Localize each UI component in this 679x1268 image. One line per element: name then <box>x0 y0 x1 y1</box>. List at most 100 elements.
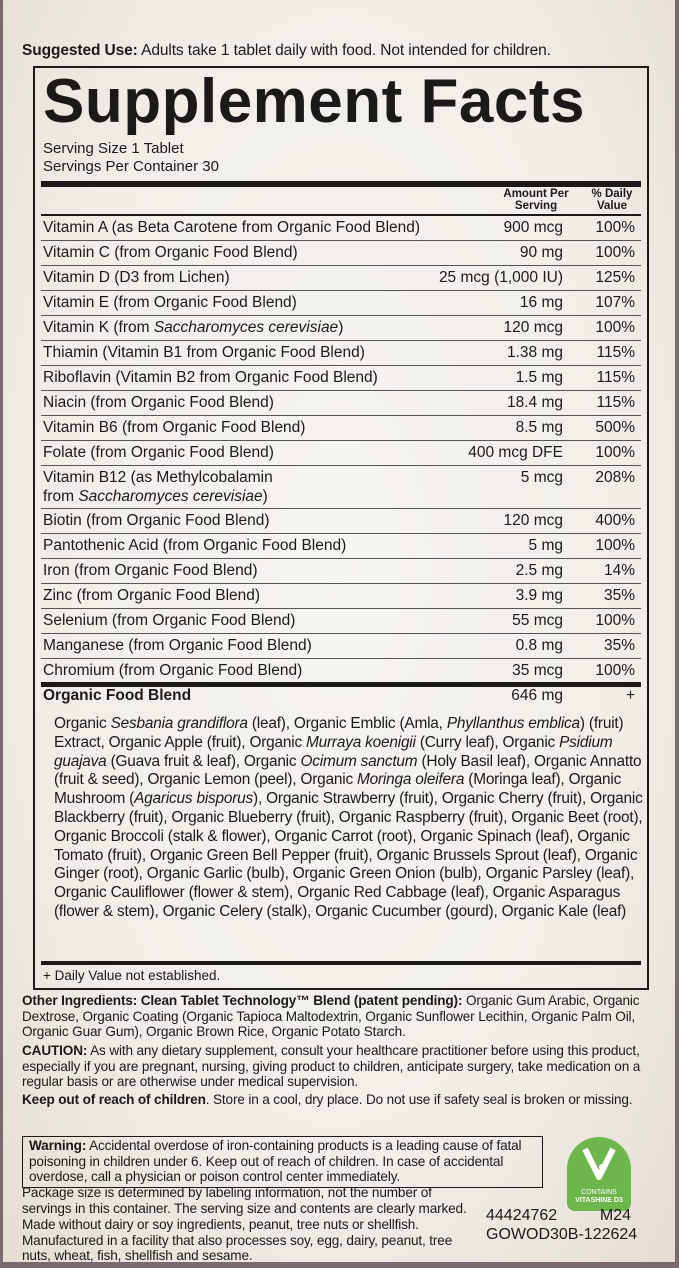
nutrient-name-part: Manganese (from Organic Food Blend) <box>43 637 312 654</box>
nutrient-name-part: Vitamin A (as Beta Carotene from Organic… <box>43 219 421 236</box>
nutrient-table: Vitamin A (as Beta Carotene from Organic… <box>41 216 641 684</box>
nutrient-name: Folate (from Organic Food Blend) <box>43 441 274 465</box>
nutrient-amount: 3.9 mg <box>515 587 563 604</box>
nutrient-name: Niacin (from Organic Food Blend) <box>43 391 274 415</box>
blend-ingredient-text: (Holy Basil leaf), Organic Annatto (frui… <box>54 752 642 789</box>
keep-out-label: Keep out of reach of children <box>22 1092 206 1107</box>
nutrient-name-part: from <box>43 488 79 505</box>
facts-title: Supplement Facts <box>43 67 585 136</box>
blend-ingredient-text: (Curry leaf), Organic <box>415 733 560 751</box>
divider-thick <box>41 682 641 687</box>
nutrient-dv: 107% <box>595 294 635 311</box>
blend-ingredient-text: Organic <box>54 715 111 732</box>
suggested-use-text: Adults take 1 tablet daily with food. No… <box>137 42 551 59</box>
warning-text: Accidental overdose of iron-containing p… <box>29 1138 522 1185</box>
allergen-note: Made without dairy or soy ingredients, p… <box>22 1217 453 1264</box>
nutrient-row: Pantothenic Acid (from Organic Food Blen… <box>41 534 641 559</box>
blend-ingredient-text: (leaf), Organic Emblic (Amla, <box>247 715 447 732</box>
suggested-use: Suggested Use: Adults take 1 tablet dail… <box>22 42 551 60</box>
nutrient-name-part: Vitamin B12 (as Methylcobalamin <box>43 469 273 486</box>
nutrient-dv: 100% <box>595 444 635 461</box>
nutrient-name: Vitamin K (from Saccharomyces cerevisiae… <box>43 316 343 340</box>
nutrient-name: Vitamin C (from Organic Food Blend) <box>43 241 298 265</box>
nutrient-row: Vitamin B12 (as Methylcobalamin from Sacc… <box>41 466 641 509</box>
suggested-use-label: Suggested Use: <box>22 42 138 59</box>
label-panel: Suggested Use: Adults take 1 tablet dail… <box>3 0 675 1264</box>
keep-out: Keep out of reach of children. Store in … <box>22 1092 664 1108</box>
nutrient-dv: 35% <box>603 587 635 604</box>
nutrient-amount: 16 mg <box>519 294 563 311</box>
blend-ingredient-text: Ocimum sanctum <box>300 752 418 770</box>
nutrient-row: Vitamin D (D3 from Lichen) 25 mcg (1,000 … <box>41 266 641 291</box>
product-codes: 44424762 M24 GOWOD30B-122624 <box>486 1206 646 1244</box>
servings-per-container: Servings Per Container 30 <box>43 158 219 175</box>
nutrient-name-part: Biotin (from Organic Food Blend) <box>43 512 270 529</box>
nutrient-amount: 2.5 mg <box>515 562 563 579</box>
lot-code: GOWOD30B-122624 <box>486 1226 638 1243</box>
nutrient-row: Niacin (from Organic Food Blend) 18.4 mg 1… <box>41 391 641 416</box>
nutrient-name: Selenium (from Organic Food Blend) <box>43 609 295 633</box>
nutrient-name-part: Selenium (from Organic Food Blend) <box>43 612 296 629</box>
nutrient-amount: 0.8 mg <box>515 637 563 654</box>
nutrient-name: Manganese (from Organic Food Blend) <box>43 634 312 658</box>
nutrient-name-part: Vitamin D (D3 from Lichen) <box>43 269 230 286</box>
nutrient-name: Thiamin (Vitamin B1 from Organic Food Bl… <box>43 341 365 365</box>
nutrient-name: Chromium (from Organic Food Blend) <box>43 659 302 683</box>
other-ingredients: Other Ingredients: Clean Tablet Technolo… <box>22 993 664 1040</box>
nutrient-row: Vitamin C (from Organic Food Blend) 90 mg… <box>41 241 641 266</box>
nutrient-name-part: ) <box>338 319 344 336</box>
nutrient-row: Riboflavin (Vitamin B2 from Organic Food… <box>41 366 641 391</box>
serving-info: Serving Size 1 Tablet Servings Per Conta… <box>43 140 219 176</box>
nutrient-dv: 14% <box>603 562 635 579</box>
blend-ingredient-text: Murraya koenigii <box>306 733 416 751</box>
package-note: Package size is determined by labeling i… <box>22 1185 467 1216</box>
nutrient-name-part: Thiamin (Vitamin B1 from Organic Food Bl… <box>43 344 365 361</box>
nutrient-name-part: Vitamin B6 (from Organic Food Blend) <box>43 419 306 436</box>
nutrient-dv: 100% <box>595 537 635 554</box>
nutrient-dv: 115% <box>596 369 636 386</box>
header-amount: Amount Per Serving <box>503 188 569 212</box>
keep-out-text: . Store in a cool, dry place. Do not use… <box>205 1092 633 1107</box>
nutrient-row: Thiamin (Vitamin B1 from Organic Food Bl… <box>41 341 641 366</box>
nutrient-name: Iron (from Organic Food Blend) <box>43 559 258 583</box>
blend-ingredient-text: Psidium guajava <box>54 733 613 770</box>
nutrient-row: Zinc (from Organic Food Blend) 3.9 mg 35% <box>41 584 641 609</box>
nutrient-row: Biotin (from Organic Food Blend) 120 mcg 4… <box>41 509 641 534</box>
nutrient-name: Biotin (from Organic Food Blend) <box>43 509 270 533</box>
nutrient-name-part: Vitamin K (from <box>43 319 154 336</box>
nutrient-name: Vitamin D (D3 from Lichen) <box>43 266 230 290</box>
nutrient-name: Vitamin B12 (as Methylcobalamin from Sacc… <box>43 468 273 506</box>
nutrient-name: Pantothenic Acid (from Organic Food Blen… <box>43 534 346 558</box>
blend-ingredient-text: Phyllanthus emblica <box>446 715 580 732</box>
blend-name: Organic Food Blend <box>43 687 192 704</box>
nutrient-name-part: Vitamin C (from Organic Food Blend) <box>43 244 298 261</box>
nutrient-dv: 100% <box>595 219 635 236</box>
caution-label: CAUTION: <box>22 1043 88 1058</box>
badge-line1: CONTAINS <box>581 1189 617 1196</box>
nutrient-name: Vitamin B6 (from Organic Food Blend) <box>43 416 305 440</box>
blend-ingredient-text: Agaricus bisporus <box>134 790 254 808</box>
blend-ingredients: Organic Sesbania grandiflora (leaf), Org… <box>54 715 649 922</box>
nutrient-name-part: Saccharomyces cerevisiae <box>78 488 263 505</box>
nutrient-amount: 120 mcg <box>503 319 563 336</box>
divider-thick <box>41 961 641 965</box>
nutrient-row: Selenium (from Organic Food Blend) 55 mcg… <box>41 609 641 634</box>
divider-header <box>41 214 641 216</box>
nutrient-amount: 90 mg <box>519 244 563 261</box>
warning-box: Warning: Accidental overdose of iron-con… <box>22 1136 543 1188</box>
nutrient-name-part: Saccharomyces cerevisiae <box>153 319 339 336</box>
blend-dv: + <box>625 687 635 704</box>
blend-ingredient-text: (Moringa leaf), Organic Mushroom ( <box>54 771 622 808</box>
nutrient-name-part: Zinc (from Organic Food Blend) <box>43 587 261 604</box>
blend-ingredient-text: ), Organic Strawberry (fruit), Organic C… <box>54 790 643 920</box>
nutrient-row: Iron (from Organic Food Blend) 2.5 mg 14% <box>41 559 641 584</box>
nutrient-name-part: Chromium (from Organic Food Blend) <box>43 662 303 679</box>
caution-text: As with any dietary supplement, consult … <box>22 1043 641 1090</box>
nutrient-row: Vitamin K (from Saccharomyces cerevisiae… <box>41 316 641 341</box>
supplement-facts-box: Supplement Facts Serving Size 1 Tablet S… <box>33 66 649 990</box>
nutrient-amount: 55 mcg <box>512 612 563 629</box>
nutrient-amount: 400 mcg DFE <box>468 444 563 461</box>
header-dv: % Daily Value <box>591 188 633 212</box>
nutrient-row: Vitamin B6 (from Organic Food Blend) 8.5 … <box>41 416 641 441</box>
nutrient-dv: 35% <box>603 637 635 654</box>
